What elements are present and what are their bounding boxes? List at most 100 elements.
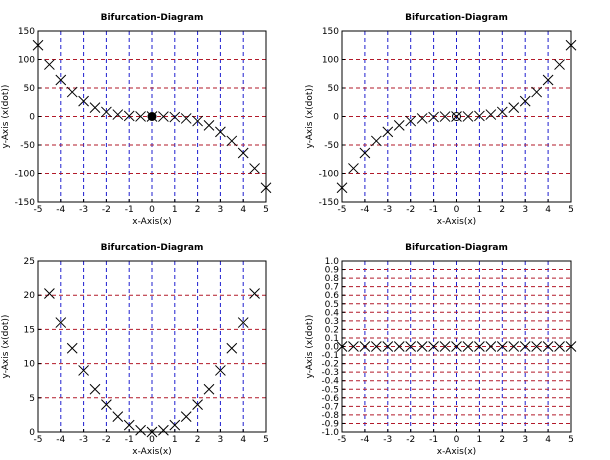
y-axis-label: y-Axis (x(dot)) — [1, 85, 11, 149]
data-point — [44, 59, 55, 70]
data-point — [215, 126, 226, 138]
data-point — [393, 341, 405, 352]
data-point — [101, 399, 112, 410]
data-point — [462, 111, 474, 122]
data-point — [508, 341, 520, 352]
x-tick-label: 5 — [263, 435, 269, 445]
data-point — [78, 95, 89, 107]
data-point — [428, 341, 439, 352]
data-point — [101, 106, 112, 118]
y-tick-label: -0.9 — [321, 419, 339, 429]
data-point — [359, 147, 371, 159]
data-point — [89, 102, 101, 113]
x-tick-label: 1 — [172, 435, 178, 445]
x-tick-label: -2 — [406, 205, 415, 215]
y-tick-label: 0.0 — [325, 343, 340, 353]
data-point — [203, 120, 215, 131]
x-tick-label: 4 — [240, 205, 246, 215]
x-tick-label: -5 — [34, 205, 43, 215]
y-tick-label: 150 — [322, 27, 339, 37]
x-tick-label: -3 — [79, 205, 88, 215]
data-point — [32, 39, 44, 51]
chart-panel-3: -5 -4 -3 -2 -1 0 1 2 3 4 5 0 5 10 15 20 25 Bifurcation-Di… — [1, 243, 269, 457]
data-point — [192, 399, 203, 410]
x-tick-label: 0 — [149, 435, 155, 445]
data-point — [123, 110, 135, 122]
y-tick-label: -100 — [15, 170, 36, 180]
data-point — [66, 86, 78, 98]
data-point — [451, 341, 462, 352]
data-point — [336, 341, 348, 352]
data-point — [359, 341, 371, 352]
x-tick-label: 4 — [240, 435, 246, 445]
chart-title: Bifurcation-Diagram — [101, 13, 204, 23]
y-tick-label: 50 — [24, 84, 36, 94]
data-point — [496, 341, 508, 352]
x-tick-label: -5 — [34, 435, 43, 445]
equilibrium-point — [147, 112, 157, 121]
equilibrium-point — [452, 112, 461, 121]
x-tick-label: -5 — [338, 435, 347, 445]
data-point — [249, 288, 260, 299]
data-point — [439, 341, 451, 352]
x-tick-label: -4 — [360, 435, 369, 445]
x-axis-label: x-Axis(x) — [437, 447, 476, 457]
data-point — [348, 163, 359, 174]
data-point — [180, 411, 192, 422]
y-tick-label: -1.0 — [321, 428, 339, 438]
y-tick-label: -0.5 — [321, 385, 339, 395]
y-tick-label: -0.7 — [321, 402, 339, 412]
data-point — [519, 341, 531, 352]
y-tick-label: 5 — [29, 394, 35, 404]
y-tick-label: 0.8 — [325, 274, 340, 284]
x-tick-label: -3 — [79, 435, 88, 445]
chart-panel-2: -5 -4 -3 -2 -1 0 1 2 3 4 5 -150 -100 -50 0 50 100 150 Bifu… — [305, 13, 577, 227]
data-point — [485, 109, 497, 120]
y-tick-label: 0 — [29, 428, 35, 438]
x-tick-label: -3 — [383, 435, 392, 445]
x-tick-label: 1 — [477, 205, 483, 215]
y-tick-label: 1.0 — [325, 257, 340, 267]
data-point — [405, 115, 417, 127]
x-tick-label: -2 — [102, 205, 111, 215]
x-tick-label: 1 — [172, 205, 178, 215]
data-point — [451, 111, 462, 122]
x-tick-label: -1 — [429, 435, 438, 445]
data-point — [55, 317, 67, 328]
y-tick-label: 0.7 — [325, 283, 339, 293]
data-point — [78, 365, 89, 376]
x-axis-label: x-Axis(x) — [132, 447, 171, 457]
y-tick-label: -0.1 — [321, 351, 339, 361]
data-point — [158, 111, 169, 122]
x-tick-label: -4 — [360, 205, 369, 215]
data-point — [474, 110, 485, 122]
x-tick-label: -5 — [338, 205, 347, 215]
data-point — [428, 111, 439, 123]
data-point — [565, 341, 577, 352]
data-point — [336, 182, 348, 194]
data-point — [169, 419, 181, 431]
data-point — [215, 365, 226, 376]
data-point — [542, 341, 554, 352]
x-tick-label: 2 — [195, 435, 201, 445]
x-tick-label: -1 — [125, 205, 134, 215]
data-point — [192, 115, 203, 127]
y-tick-label: 15 — [24, 325, 35, 335]
data-point — [180, 113, 192, 124]
x-tick-label: 5 — [568, 435, 574, 445]
data-point — [496, 106, 508, 118]
x-tick-label: -1 — [125, 435, 134, 445]
x-tick-label: 0 — [149, 205, 155, 215]
y-tick-label: 20 — [24, 291, 36, 301]
x-tick-label: 0 — [454, 435, 460, 445]
x-tick-label: -2 — [102, 435, 111, 445]
data-point — [135, 424, 146, 436]
y-axis-label: y-Axis (x(dot)) — [1, 315, 11, 379]
y-tick-label: 0.4 — [325, 308, 340, 318]
x-axis-label: x-Axis(x) — [437, 217, 476, 227]
x-tick-label: 4 — [545, 435, 551, 445]
x-tick-label: 5 — [263, 205, 269, 215]
data-point — [554, 341, 565, 352]
data-point — [370, 135, 382, 147]
